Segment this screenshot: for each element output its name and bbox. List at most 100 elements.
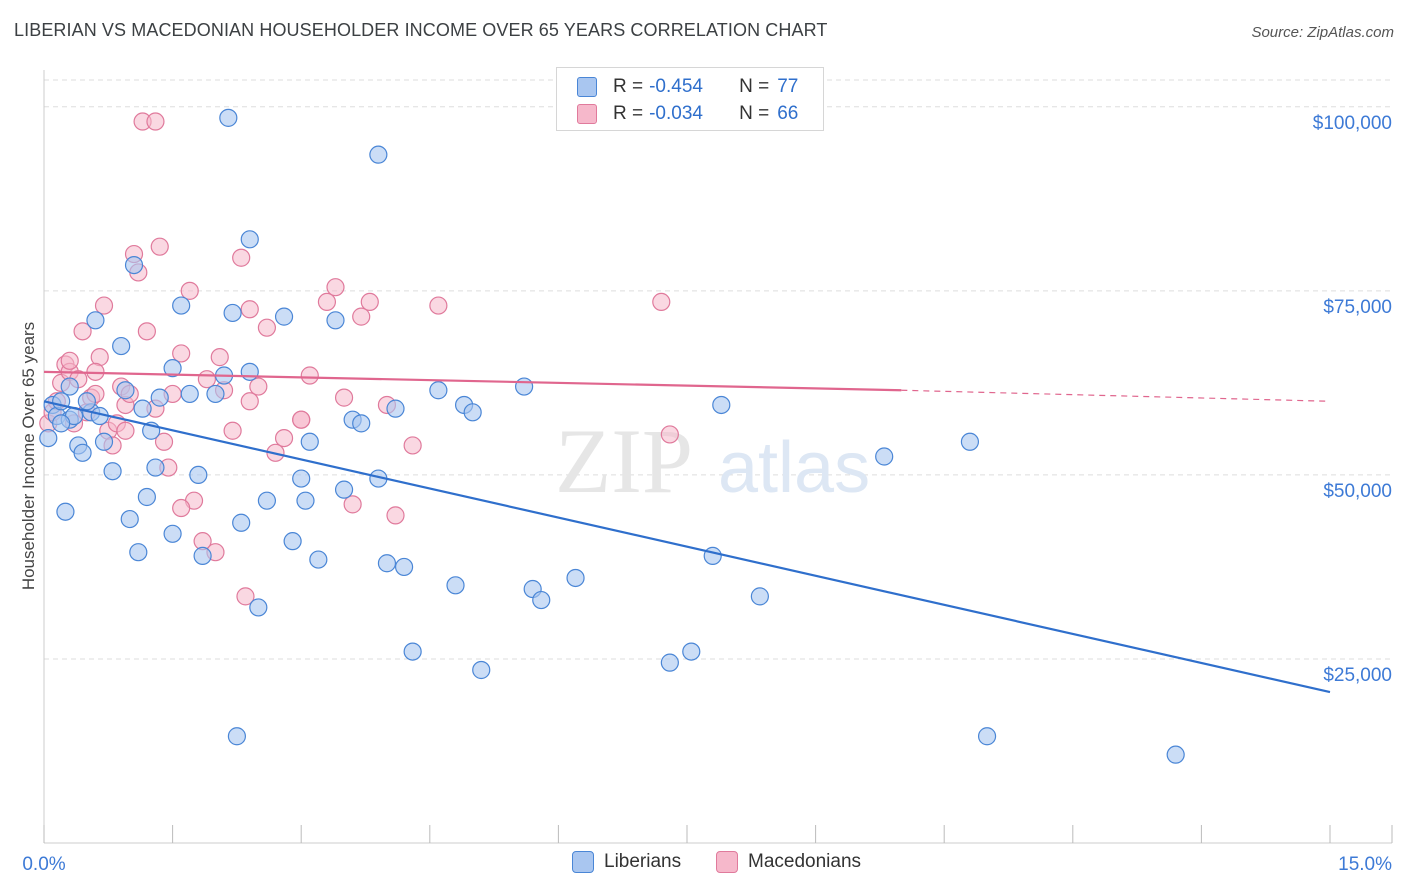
macedonian-point: [232, 248, 251, 267]
macedonian-point: [660, 425, 679, 444]
liberian-point: [472, 660, 491, 680]
liberian-point: [463, 403, 482, 422]
liberian-point: [227, 727, 246, 746]
liberian-point: [77, 392, 96, 411]
macedonian-point: [240, 392, 259, 411]
liberian-point: [172, 296, 191, 315]
liberian-point: [283, 532, 302, 551]
macedonian-point: [197, 370, 216, 389]
r-label: R =: [613, 103, 644, 124]
macedonian-point: [300, 366, 319, 385]
macedonian-point: [429, 296, 448, 315]
liberian-point: [334, 480, 354, 499]
liberian-point: [292, 469, 311, 488]
liberian-point: [94, 432, 114, 451]
r-value: -0.034: [649, 103, 703, 124]
watermark-atlas: atlas: [718, 428, 870, 508]
liberian-point: [112, 336, 131, 356]
macedonian-point: [240, 300, 259, 319]
liberian-point: [120, 509, 139, 529]
liberian-point: [532, 590, 551, 610]
x-tick-label: 15.0%: [1338, 854, 1392, 875]
macedonian-point: [334, 388, 354, 407]
macedonian-point: [137, 322, 156, 341]
liberian-point: [180, 384, 199, 404]
liberian-point: [296, 491, 315, 510]
macedonian-point: [326, 278, 345, 297]
liberian-point: [56, 502, 75, 521]
liberian-point: [60, 377, 79, 396]
liberian-point: [257, 491, 277, 510]
macedonian-point: [403, 436, 422, 455]
n-label: N =: [739, 76, 770, 97]
y-tick-label: $100,000: [1313, 113, 1392, 134]
liberian-point: [39, 428, 58, 448]
macedonian-point: [360, 292, 379, 311]
n-value: 77: [777, 76, 799, 97]
macedonian-point: [292, 410, 311, 429]
macedonian-point: [154, 432, 174, 451]
liberian-point: [73, 443, 92, 462]
x-tick-label: 0.0%: [22, 854, 65, 875]
trend-lines: [43, 370, 1331, 694]
liberian-point: [189, 465, 208, 485]
liberians-swatch: [572, 851, 594, 873]
macedonians-trend-line: [43, 370, 902, 392]
liberian-point: [129, 543, 148, 562]
liberians-swatch: [577, 77, 597, 97]
macedonian-point: [274, 428, 294, 448]
liberian-point: [403, 642, 422, 661]
liberian-point: [232, 513, 251, 532]
liberian-point: [193, 546, 212, 565]
liberian-point: [146, 458, 165, 477]
liberian-point: [566, 568, 585, 588]
macedonian-point: [60, 351, 79, 370]
liberian-point: [369, 145, 388, 164]
legend-item-liberians[interactable]: Liberians: [572, 851, 681, 873]
macedonians-trend-extension: [901, 389, 1331, 402]
liberian-point: [682, 642, 701, 661]
liberian-point: [326, 311, 345, 330]
liberian-point: [515, 377, 534, 396]
macedonian-point: [73, 322, 92, 341]
watermark: ZIP atlas: [555, 410, 870, 512]
liberian-point: [875, 447, 894, 466]
liberian-point: [240, 230, 259, 249]
liberian-point: [660, 653, 679, 672]
legend-row-liberians: R = -0.454 N = 77: [577, 74, 798, 100]
r-label: R =: [613, 76, 644, 97]
liberian-point: [446, 576, 465, 595]
tick-labels: $25,000 $50,000 $75,000 $100,000 0.0% 15.0%: [22, 113, 1392, 875]
liberian-point: [206, 384, 225, 404]
macedonian-point: [116, 421, 135, 440]
liberian-point: [274, 307, 294, 326]
liberian-point: [52, 414, 71, 433]
liberian-point: [133, 399, 152, 418]
r-value: -0.454: [649, 76, 703, 97]
liberian-point: [394, 557, 414, 577]
n-value: 66: [777, 103, 799, 124]
source-label: Source: ZipAtlas.com: [1251, 24, 1394, 41]
liberian-point: [352, 414, 371, 433]
liberian-point: [377, 554, 397, 573]
legend-label-liberians: Liberians: [604, 851, 682, 872]
macedonian-point: [236, 587, 255, 606]
liberian-point: [429, 381, 448, 400]
macedonian-point: [146, 112, 165, 131]
n-label: N =: [739, 103, 770, 124]
y-tick-label: $75,000: [1323, 297, 1392, 318]
legend-row-macedonians: R = -0.034 N = 66: [577, 101, 798, 127]
legend-item-macedonians[interactable]: Macedonians: [716, 851, 861, 873]
macedonian-point: [317, 292, 337, 311]
liberian-point: [223, 303, 242, 323]
liberian-point: [163, 524, 182, 543]
liberian-point: [386, 399, 405, 418]
y-axis-label: Householder Income Over 65 years: [19, 322, 38, 590]
macedonian-point: [257, 318, 277, 337]
macedonian-point: [180, 281, 199, 300]
y-tick-label: $50,000: [1323, 481, 1392, 502]
stats-legend: R = -0.454 N = 77 R = -0.034 N = 66: [556, 67, 824, 131]
macedonians-swatch: [716, 851, 738, 873]
macedonian-point: [223, 421, 242, 440]
